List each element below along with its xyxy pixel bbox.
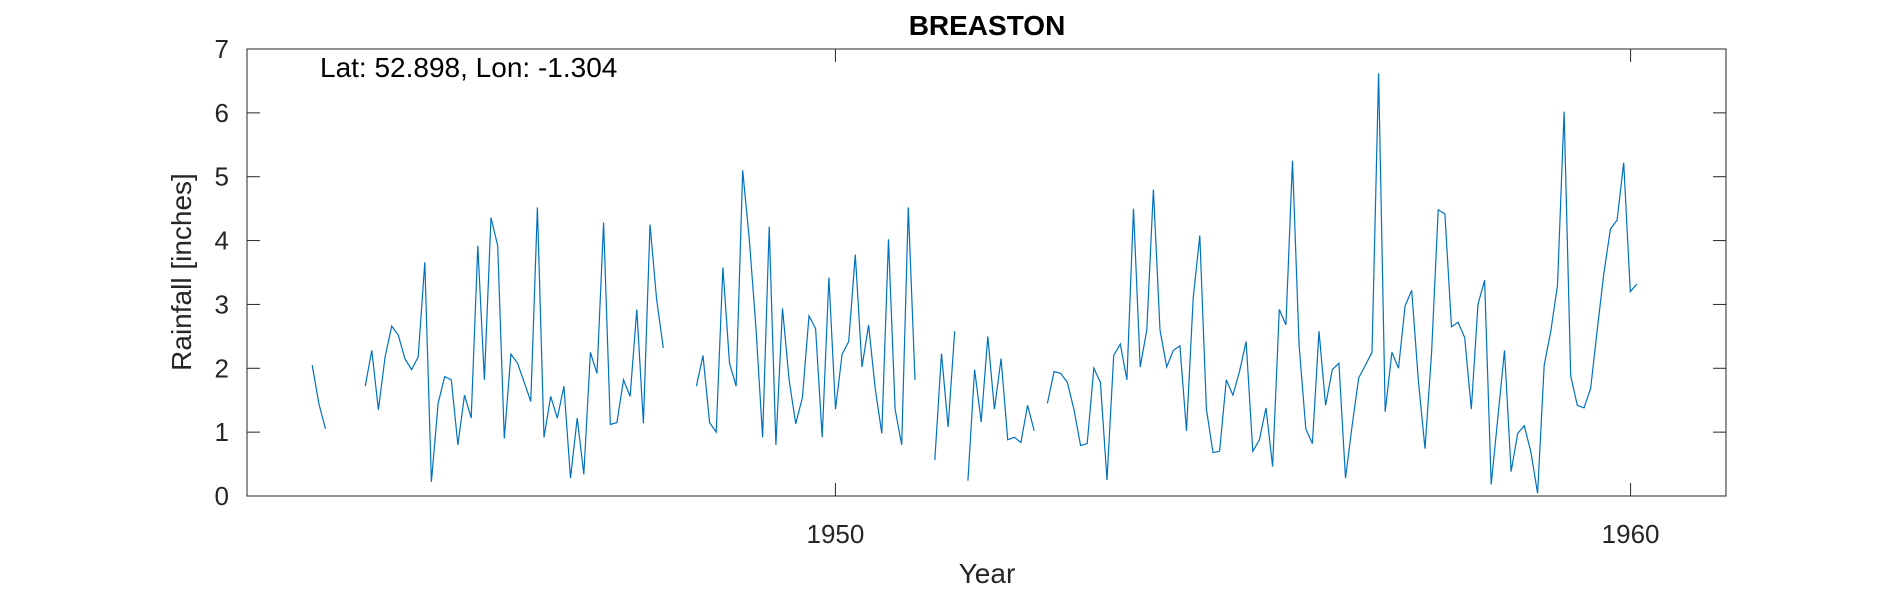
y-tick-label: 3	[215, 289, 229, 319]
series-layer	[311, 73, 1638, 494]
x-tick-label: 1960	[1602, 519, 1660, 549]
location-annotation: Lat: 52.898, Lon: -1.304	[320, 52, 617, 83]
y-tick-label: 5	[215, 162, 229, 192]
y-tick-label: 0	[215, 481, 229, 511]
y-axis: 0 1 2 3 4 5 6 7	[215, 34, 1726, 511]
x-axis: 1950 1960	[806, 49, 1660, 549]
y-tick-label: 4	[215, 226, 229, 256]
y-tick-label: 2	[215, 353, 229, 383]
x-tick-label: 1950	[806, 519, 864, 549]
y-tick-label: 6	[215, 98, 229, 128]
y-axis-label: Rainfall [inches]	[166, 173, 197, 371]
y-tick-label: 1	[215, 417, 229, 447]
chart-title: BREASTON	[909, 10, 1066, 41]
plot-area-frame	[246, 48, 1727, 497]
y-tick-label: 7	[215, 34, 229, 64]
x-axis-label: Year	[959, 558, 1016, 589]
rainfall-series-line	[311, 73, 1638, 494]
